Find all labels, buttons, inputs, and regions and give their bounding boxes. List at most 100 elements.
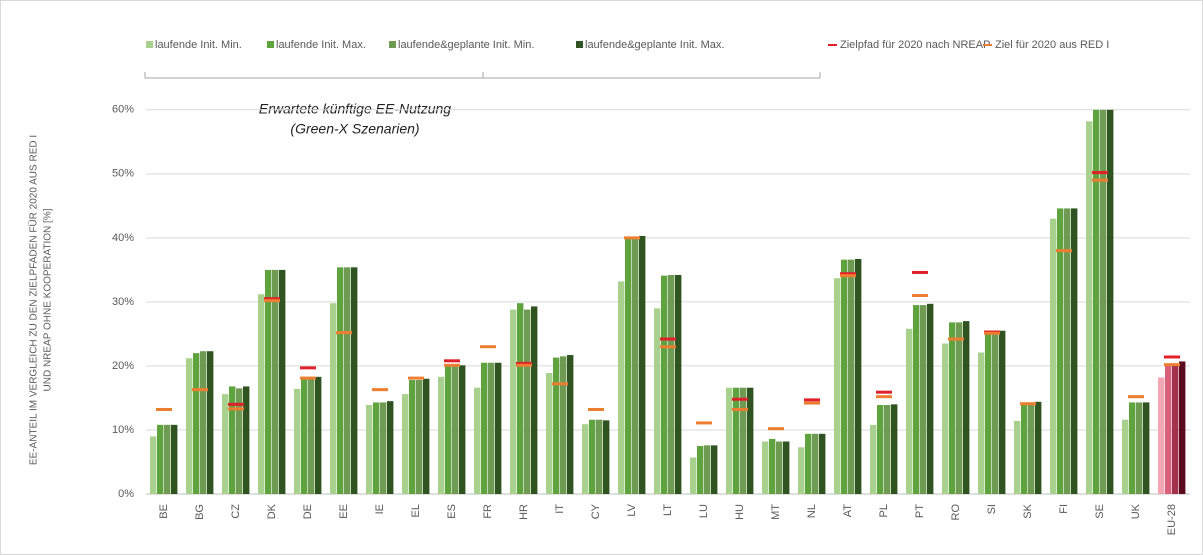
x-tick-label: AT	[842, 504, 854, 518]
bar	[805, 433, 812, 494]
x-tick-label: MT	[770, 504, 782, 520]
bar	[236, 388, 243, 494]
bar	[985, 330, 992, 494]
bar	[632, 236, 639, 494]
bar	[618, 281, 625, 494]
bar	[726, 387, 733, 494]
bar	[1136, 402, 1143, 494]
bar	[452, 365, 459, 494]
bar	[193, 353, 200, 494]
bar	[769, 438, 776, 494]
bar	[560, 356, 567, 494]
legend-label: Zielpfad für 2020 nach NREAP	[840, 39, 990, 51]
x-tick-label: UK	[1130, 503, 1142, 519]
bar	[589, 419, 596, 494]
bar	[488, 362, 495, 494]
bar	[1100, 109, 1107, 494]
x-tick-label: SI	[986, 504, 998, 514]
bar	[747, 387, 754, 494]
x-tick-label: BE	[158, 504, 170, 519]
bar	[625, 236, 632, 494]
x-tick-label: PL	[878, 504, 890, 517]
bar	[1158, 377, 1165, 494]
bar	[330, 303, 337, 494]
bar	[258, 294, 265, 494]
x-tick-label: BG	[194, 504, 206, 520]
y-tick-label: 30%	[112, 296, 134, 308]
bar	[783, 441, 790, 494]
bar	[1086, 121, 1093, 494]
bar	[459, 365, 466, 494]
bar	[1093, 109, 1100, 494]
bar	[1143, 402, 1150, 494]
bar	[927, 303, 934, 494]
bar	[819, 433, 826, 494]
bar	[315, 376, 322, 494]
bar	[690, 457, 697, 494]
x-tick-label: EL	[410, 504, 422, 517]
bar	[553, 357, 560, 494]
bar	[150, 436, 157, 494]
bar	[402, 394, 409, 494]
bar	[639, 235, 646, 494]
bar	[913, 305, 920, 494]
bar	[474, 387, 481, 494]
bar	[740, 387, 747, 494]
bar	[380, 402, 387, 494]
legend-label: laufende Init. Max.	[276, 39, 366, 51]
x-tick-label: HU	[734, 504, 746, 520]
bar	[351, 267, 358, 494]
y-tick-label: 10%	[112, 424, 134, 436]
bar	[1021, 402, 1028, 494]
bar	[337, 267, 344, 494]
bar	[661, 275, 668, 494]
bar	[963, 321, 970, 494]
bar	[1122, 419, 1129, 494]
bar	[373, 402, 380, 494]
bar	[524, 309, 531, 494]
bar	[906, 328, 913, 494]
bar	[999, 330, 1006, 494]
x-tick-label: LT	[662, 504, 674, 516]
x-tick-label: LU	[698, 504, 710, 518]
bar	[1129, 402, 1136, 494]
x-tick-label: NL	[806, 504, 818, 518]
legend-swatch	[389, 41, 396, 48]
legend-label: Ziel für 2020 aus RED I	[995, 39, 1109, 51]
bar	[654, 308, 661, 494]
x-tick-label: CY	[590, 503, 602, 519]
bar	[200, 351, 207, 494]
annotation: Erwartete künftige EE-Nutzung	[259, 101, 451, 117]
bar	[1179, 361, 1186, 494]
bracket	[144, 72, 821, 79]
x-tick-label: SK	[1022, 503, 1034, 518]
bar	[279, 269, 286, 494]
legend-label: laufende&geplante Init. Min.	[398, 39, 534, 51]
annotation: (Green-X Szenarien)	[290, 121, 419, 137]
bar	[1172, 364, 1179, 494]
x-tick-label: LV	[626, 503, 638, 516]
bar	[207, 351, 214, 494]
bar	[294, 388, 301, 494]
bar	[222, 394, 229, 494]
legend-swatch	[267, 41, 274, 48]
bar	[567, 355, 574, 494]
x-tick-label: SE	[1094, 504, 1106, 519]
y-tick-label: 0%	[118, 488, 134, 500]
bar	[582, 424, 589, 494]
x-tick-label: EE	[338, 504, 350, 519]
bar	[387, 401, 394, 494]
bar	[1014, 421, 1021, 494]
x-tick-label: FR	[482, 504, 494, 519]
bar	[157, 424, 164, 494]
bar	[186, 358, 193, 494]
x-tick-label: FI	[1058, 504, 1070, 514]
bar	[301, 376, 308, 494]
x-tick-label: RO	[950, 504, 962, 521]
bar	[1035, 401, 1042, 494]
bar	[776, 441, 783, 494]
bar	[445, 365, 452, 494]
bar	[956, 322, 963, 494]
y-axis-label: UND NREAP OHNE KOOPERATION [%]	[43, 208, 54, 391]
